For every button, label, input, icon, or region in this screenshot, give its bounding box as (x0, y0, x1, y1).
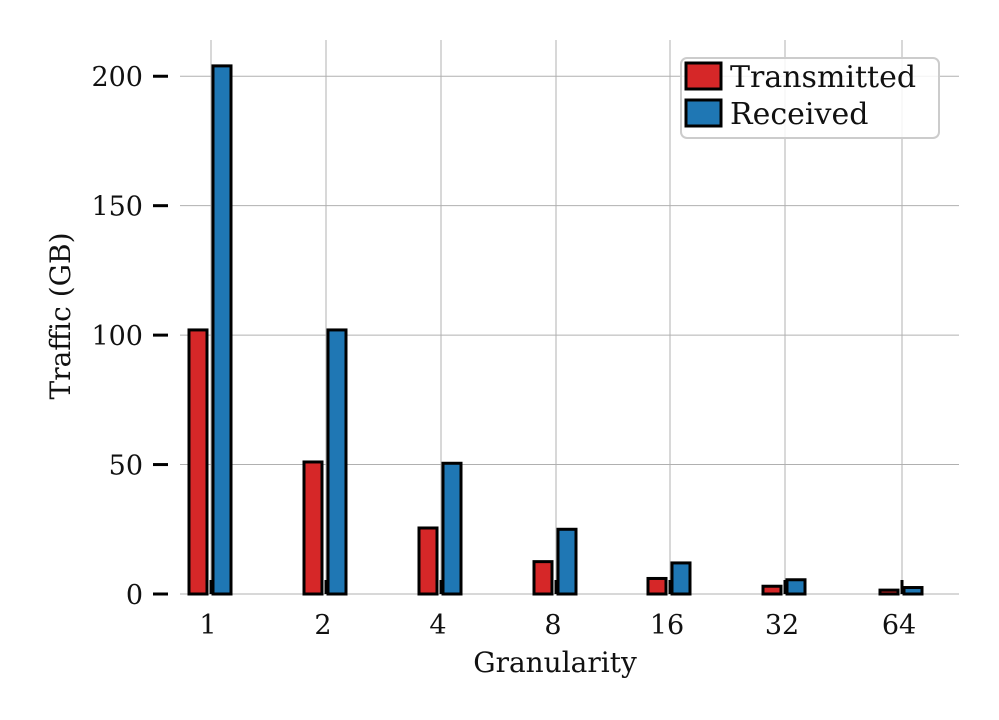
x-tick-label: 16 (650, 610, 684, 641)
y-tick-label: 100 (91, 321, 143, 352)
bar-received (556, 527, 578, 596)
legend: Transmitted Received (680, 57, 940, 139)
y-axis: 0 50 100 150 200 (91, 62, 168, 611)
bar-received (785, 578, 807, 596)
y-tick-label: 200 (91, 62, 143, 93)
bar-transmitted (646, 576, 668, 596)
x-tick-label: 2 (314, 610, 331, 641)
bar-received (211, 64, 233, 596)
bar-transmitted (761, 584, 783, 596)
bar-transmitted (878, 588, 900, 596)
bar-transmitted (417, 526, 439, 596)
x-tick-label: 32 (765, 610, 799, 641)
legend-frame (680, 57, 940, 139)
legend-label-received: Received (730, 97, 868, 132)
y-axis-title: Traffic (GB) (44, 233, 77, 400)
y-tick-label: 50 (109, 451, 143, 482)
bars (187, 64, 924, 596)
x-tick-label: 8 (544, 610, 561, 641)
x-tick-label: 4 (429, 610, 446, 641)
bar-received (670, 561, 692, 596)
bar-received (326, 328, 348, 596)
y-tick-label: 150 (91, 192, 143, 223)
legend-swatch-received (684, 98, 723, 128)
x-tick-label: 64 (882, 610, 916, 641)
bar-transmitted (532, 560, 554, 596)
bar-transmitted (302, 460, 324, 596)
bar-transmitted (187, 328, 209, 596)
x-axis: 1 2 4 8 16 32 64 (199, 580, 916, 641)
bar-received (441, 461, 463, 596)
legend-label-transmitted: Transmitted (730, 60, 916, 95)
x-axis-title: Granularity (473, 646, 637, 679)
bar-received (902, 586, 924, 596)
y-tick-label: 0 (126, 580, 143, 611)
x-tick-label: 1 (199, 610, 216, 641)
legend-swatch-transmitted (684, 61, 723, 91)
